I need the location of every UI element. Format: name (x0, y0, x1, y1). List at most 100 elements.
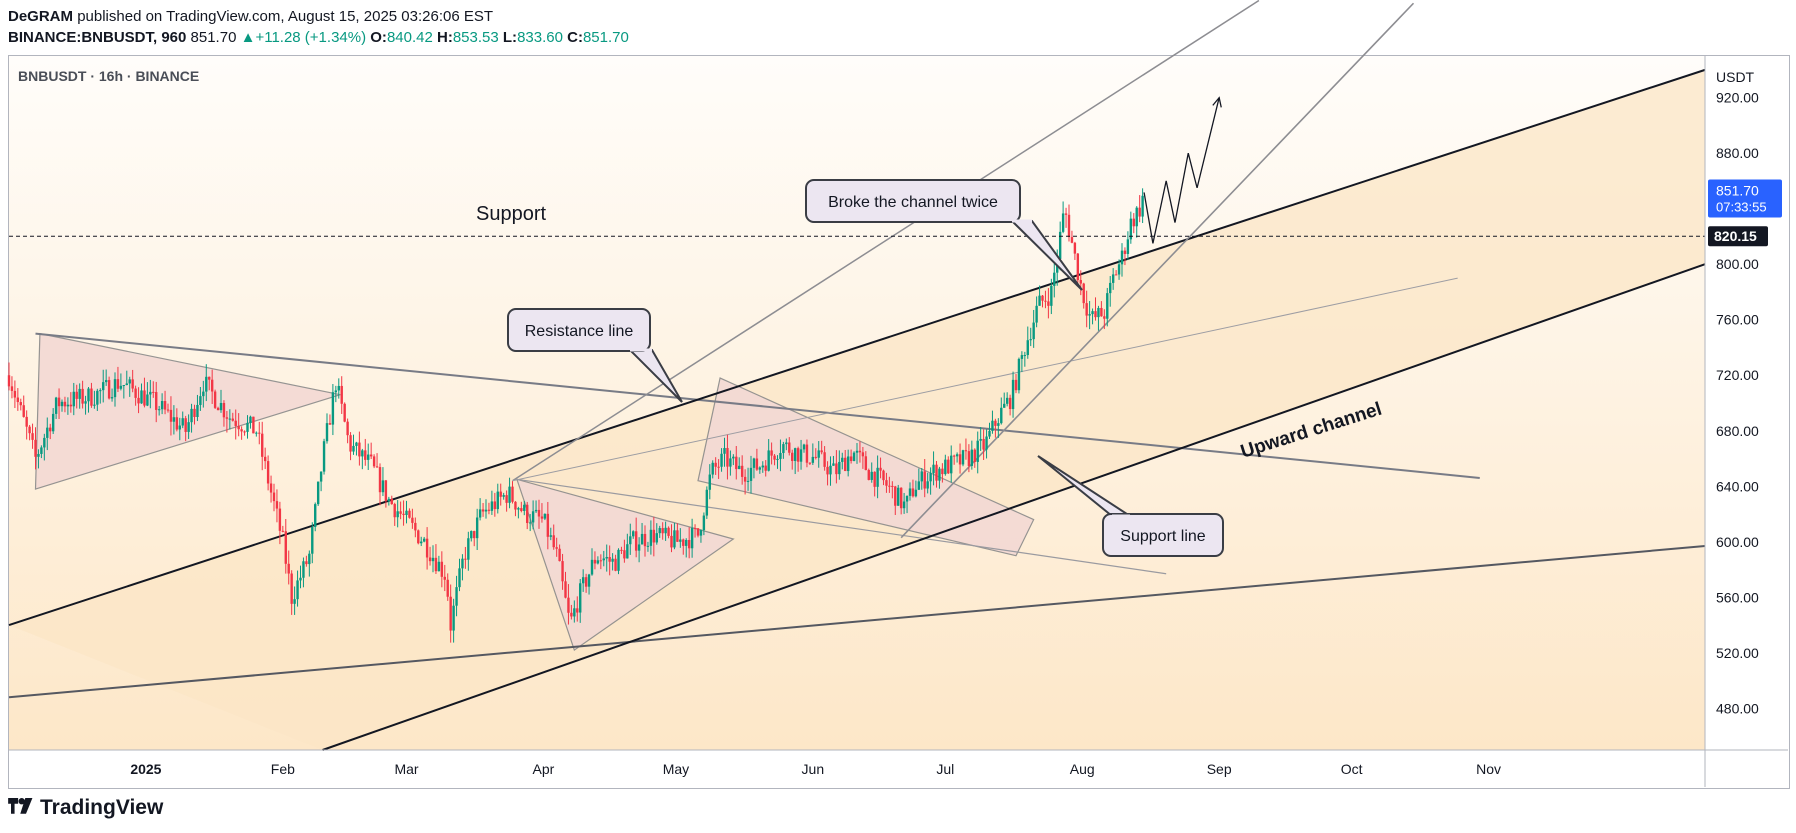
support-level-label: Support (476, 203, 546, 225)
upward-channel-upper-line[interactable] (8, 68, 1706, 627)
candle-body (25, 416, 28, 427)
callout-box (805, 179, 1021, 223)
candle-body (396, 511, 399, 518)
projection-arrowhead (1212, 96, 1222, 108)
candle-body (905, 495, 909, 502)
broke-channel-callout[interactable]: Broke the channel twice (805, 179, 1083, 291)
candle-body (693, 528, 697, 530)
tradingview-footer[interactable]: TradingView (8, 796, 163, 820)
candle-body (484, 509, 488, 512)
candle-body (166, 409, 170, 411)
support-line-callout[interactable]: Support line (1037, 455, 1224, 557)
candle-body (228, 418, 232, 420)
candle-body (72, 391, 75, 407)
candle-body (584, 577, 588, 587)
candle-body (643, 533, 647, 547)
candle-body (337, 385, 340, 391)
candle-body (107, 380, 111, 399)
long-term-support-line[interactable] (8, 544, 1706, 699)
candle-body (402, 513, 405, 515)
candle-body (1141, 195, 1144, 217)
price-tick-label: 880.00 (1716, 145, 1759, 161)
candle-body (670, 535, 673, 548)
candle-body (417, 530, 420, 544)
close-value: 851.70 (582, 29, 629, 46)
candle-body (785, 442, 788, 445)
candle-body (470, 531, 473, 539)
time-tick-label: May (663, 761, 689, 777)
candle-body (620, 549, 623, 551)
candle-body (222, 402, 226, 418)
symbol-name[interactable]: BINANCE:BNBUSDT, 960 (8, 29, 187, 46)
candle-body (446, 579, 449, 597)
triangle-pattern-1[interactable] (34, 332, 341, 490)
time-tick-label: Jun (802, 761, 825, 777)
candle-body (964, 450, 968, 452)
price-axis-currency[interactable]: USDT (1716, 69, 1755, 85)
candle-body (87, 388, 90, 402)
candle-body (210, 379, 214, 392)
wedge-lower-trendline[interactable] (516, 478, 1167, 575)
candle-body (34, 439, 37, 457)
candle-body (287, 563, 290, 574)
candle-body (717, 466, 720, 468)
level-price-badge[interactable] (1708, 226, 1768, 247)
candle-body (590, 559, 594, 575)
candle-body (143, 390, 146, 406)
candle-body (767, 450, 770, 471)
outer-channel-line[interactable] (512, 0, 1260, 482)
candle-body (499, 491, 502, 497)
candle-body (991, 420, 994, 431)
price-axis-background (1705, 56, 1788, 750)
candle-body (1138, 207, 1141, 217)
candle-body (193, 408, 196, 417)
candle-body (208, 376, 211, 380)
candle-body (879, 467, 882, 471)
candle-body (311, 526, 314, 554)
candle-body (793, 448, 797, 461)
candle-body (511, 486, 514, 502)
candle-body (293, 599, 296, 604)
candle-body (947, 459, 950, 474)
candle-body (425, 538, 429, 558)
candle-body (808, 462, 812, 464)
candle-body (1050, 285, 1053, 306)
candle-body (1079, 280, 1082, 284)
candle-body (899, 487, 903, 509)
candle-body (28, 426, 31, 434)
candle-body (340, 385, 343, 404)
candle-body (914, 489, 918, 497)
candle-body (325, 423, 329, 442)
mid-channel-line[interactable] (512, 277, 1458, 482)
candle-body (832, 463, 835, 466)
upward-channel-lower-line[interactable] (322, 263, 1706, 751)
candle-body (140, 390, 143, 404)
candle-body (658, 528, 661, 534)
candle-body (632, 531, 635, 537)
candle-body (932, 464, 935, 474)
candle-body (104, 380, 108, 383)
price-tick-label: 680.00 (1716, 423, 1759, 439)
price-tick-label: 920.00 (1716, 90, 1759, 106)
candle-body (43, 437, 46, 448)
candle-body (355, 442, 358, 446)
price-tick-label: 560.00 (1716, 589, 1759, 605)
low-label: L: (502, 29, 518, 46)
candle-body (1011, 379, 1015, 410)
projection-path[interactable] (1143, 97, 1220, 244)
candle-body (69, 404, 73, 407)
candle-body (508, 486, 511, 503)
resistance-callout[interactable]: Resistance line (507, 308, 683, 403)
candle-body (1053, 272, 1056, 286)
candle-body (331, 392, 335, 425)
candle-body (917, 481, 921, 490)
candle-body (57, 397, 61, 407)
candle-body (1100, 307, 1103, 317)
last-price-badge[interactable] (1708, 179, 1782, 218)
descending-resistance-line[interactable] (35, 332, 1480, 479)
candle-body (10, 386, 14, 391)
author-name[interactable]: DeGRAM (8, 8, 74, 25)
candle-body (888, 485, 891, 487)
candle-body (384, 480, 388, 502)
